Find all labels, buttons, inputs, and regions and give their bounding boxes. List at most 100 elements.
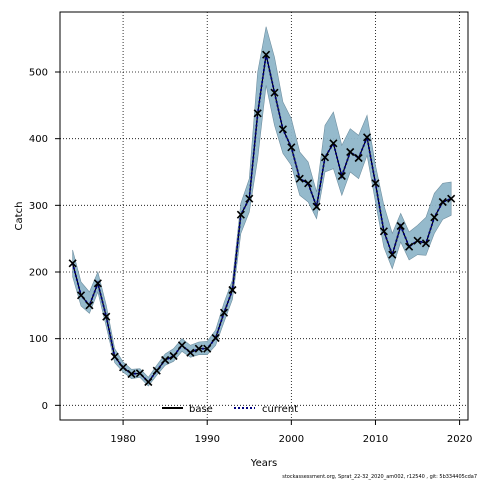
marker-stroke <box>144 377 153 387</box>
catch-marker <box>270 88 279 97</box>
marker-stroke <box>127 369 136 379</box>
marker-stroke <box>362 133 372 142</box>
catch-marker <box>228 285 237 295</box>
marker-stroke <box>354 153 363 163</box>
y-tick-label: 400 <box>29 134 48 145</box>
catch-marker <box>278 125 287 134</box>
legend-label-current: current <box>262 404 298 415</box>
catch-marker <box>320 153 330 162</box>
x-axis-title: Years <box>250 458 277 469</box>
catch-marker <box>371 179 380 188</box>
marker-stroke <box>186 348 195 357</box>
marker-stroke <box>152 366 161 375</box>
catch-marker <box>413 236 422 245</box>
catch-marker <box>438 197 447 207</box>
plot-frame <box>59 11 469 421</box>
y-tick-label: 200 <box>29 268 48 279</box>
marker-stroke <box>211 333 220 343</box>
legend-label-base: base <box>189 404 213 415</box>
catch-marker <box>203 344 212 353</box>
legend: base current <box>162 404 298 415</box>
y-tick-label: 300 <box>29 201 48 212</box>
catch-marker <box>346 147 355 157</box>
marker-stroke <box>337 171 346 181</box>
marker-stroke <box>68 259 77 268</box>
marker-stroke <box>135 369 144 378</box>
catch-marker <box>304 179 313 188</box>
catch-marker <box>388 250 397 259</box>
catch-marker <box>110 352 119 361</box>
catch-marker <box>329 139 338 148</box>
catch-marker <box>262 50 271 59</box>
marker-stroke <box>438 197 447 207</box>
axes: 1980 1990 2000 2010 2020 0 100 200 300 400 500 <box>29 68 472 446</box>
marker-stroke <box>287 143 296 152</box>
marker-stroke <box>236 210 245 219</box>
marker-stroke <box>312 202 321 211</box>
marker-stroke <box>346 147 355 157</box>
catch-marker <box>362 133 372 142</box>
y-axis-title: Catch <box>14 202 25 231</box>
catch-marker <box>194 344 203 353</box>
catch-marker <box>405 242 414 251</box>
data-markers <box>68 50 456 387</box>
catch-marker <box>421 239 431 248</box>
marker-stroke <box>421 239 431 248</box>
marker-stroke <box>278 125 287 134</box>
marker-stroke <box>76 291 86 300</box>
catch-marker <box>253 109 262 118</box>
catch-marker <box>144 377 153 387</box>
catch-marker <box>287 143 296 152</box>
marker-stroke <box>110 352 119 361</box>
marker-stroke <box>102 312 111 321</box>
x-tick-label: 2010 <box>363 434 388 445</box>
marker-stroke <box>93 279 102 288</box>
marker-stroke <box>379 227 388 236</box>
catch-marker <box>102 312 111 321</box>
catch-marker <box>152 366 161 375</box>
series-lines <box>71 54 452 384</box>
footnote: stockassessment.org, Sprat_22-32_2020_am… <box>282 474 477 480</box>
series-line-current <box>71 54 452 384</box>
x-tick-label: 2020 <box>447 434 472 445</box>
marker-stroke <box>396 221 405 231</box>
marker-stroke <box>262 50 271 59</box>
catch-marker <box>354 153 363 163</box>
catch-marker <box>119 363 128 372</box>
y-tick-label: 0 <box>42 401 48 412</box>
marker-stroke <box>219 308 229 317</box>
catch-marker <box>127 369 136 379</box>
x-tick-label: 1990 <box>194 434 219 445</box>
catch-marker <box>245 194 254 203</box>
catch-marker <box>186 348 195 357</box>
catch-marker <box>211 333 220 343</box>
catch-marker <box>295 174 304 183</box>
marker-stroke <box>405 242 414 251</box>
marker-stroke <box>447 194 456 203</box>
catch-marker <box>236 210 245 219</box>
marker-stroke <box>295 174 304 183</box>
marker-stroke <box>388 250 397 259</box>
catch-marker <box>379 227 388 236</box>
marker-stroke <box>270 88 279 97</box>
x-tick-label: 2000 <box>279 434 304 445</box>
catch-marker <box>177 341 187 350</box>
catch-marker <box>93 279 102 288</box>
catch-marker <box>161 355 170 365</box>
y-tick-label: 100 <box>29 334 48 345</box>
catch-marker <box>396 221 405 231</box>
marker-stroke <box>413 236 422 245</box>
marker-stroke <box>85 301 94 310</box>
catch-marker <box>76 291 86 300</box>
marker-stroke <box>304 179 313 188</box>
marker-stroke <box>329 139 338 148</box>
marker-stroke <box>119 363 128 372</box>
marker-stroke <box>194 344 203 353</box>
marker-stroke <box>253 109 262 118</box>
marker-stroke <box>203 344 212 353</box>
marker-stroke <box>228 285 237 295</box>
catch-marker <box>85 301 94 310</box>
marker-stroke <box>161 355 170 365</box>
catch-marker <box>169 351 178 361</box>
